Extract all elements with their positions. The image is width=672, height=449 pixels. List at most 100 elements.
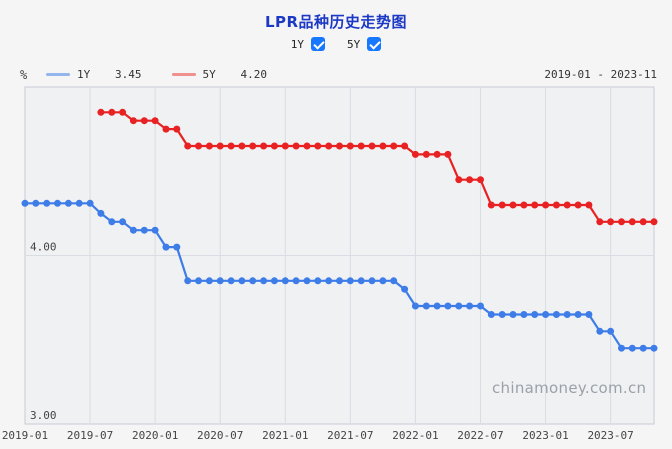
series-point-5y (162, 125, 170, 133)
series-point-5y (596, 218, 604, 226)
x-tick-label: 2021-01 (262, 429, 308, 442)
series-point-1y (86, 199, 94, 207)
series-point-1y (531, 311, 539, 318)
series-point-1y (260, 277, 268, 285)
series-point-1y (357, 277, 365, 285)
series-point-5y (585, 201, 593, 209)
series-point-1y (520, 311, 528, 318)
x-tick-label: 2021-07 (327, 429, 373, 442)
series-point-5y (466, 176, 474, 184)
series-point-1y (368, 277, 376, 285)
series-point-1y (596, 327, 604, 335)
series-point-5y (455, 176, 463, 184)
series-point-5y (205, 142, 213, 150)
series-point-5y (260, 142, 268, 150)
series-point-1y (477, 302, 484, 310)
series-point-5y (422, 150, 430, 158)
y-tick-label: 4.00 (30, 241, 57, 254)
date-range-label: 2019-01 - 2023-11 (544, 68, 657, 81)
series-point-1y (563, 311, 571, 318)
series-point-1y (270, 277, 278, 285)
legend-label-1y: 1Y (77, 67, 91, 81)
series-point-1y (639, 344, 647, 352)
series-point-5y (314, 142, 322, 150)
series-point-5y (618, 218, 625, 226)
series-point-1y (346, 277, 354, 285)
legend-swatch-1y (46, 72, 70, 76)
series-point-5y (607, 218, 615, 226)
series-point-1y (314, 277, 322, 285)
series-point-5y (390, 142, 398, 150)
series-point-1y (238, 277, 246, 285)
series-point-1y (75, 199, 83, 207)
series-line-5y (99, 111, 656, 223)
series-point-1y (433, 302, 441, 310)
series-point-1y (216, 277, 224, 285)
series-point-5y (151, 117, 159, 125)
legend-swatch-5y (171, 72, 196, 76)
series-point-1y (21, 199, 29, 207)
series-toggle-row: 1Y 5Y (0, 37, 672, 51)
series-point-1y (574, 311, 582, 318)
watermark-text: chinamoney.com.cn (492, 379, 647, 397)
series-point-5y (563, 201, 571, 209)
series-point-1y (585, 311, 593, 318)
toggle-1y-checkbox[interactable] (311, 37, 325, 51)
series-point-1y (303, 277, 311, 285)
series-point-1y (542, 311, 550, 318)
y-axis-unit-label: % (20, 68, 28, 82)
series-point-5y (477, 176, 484, 184)
series-point-5y (270, 142, 278, 150)
series-point-1y (129, 226, 137, 234)
series-point-5y (281, 142, 289, 150)
series-point-1y (195, 277, 202, 285)
series-point-5y (487, 201, 495, 209)
series-point-1y (64, 199, 72, 207)
series-point-1y (325, 277, 333, 285)
series-point-5y (238, 142, 246, 150)
series-point-1y (498, 311, 506, 318)
series-point-1y (292, 277, 300, 285)
x-tick-label: 2023-07 (587, 429, 633, 442)
series-point-1y (650, 344, 658, 352)
series-point-5y (574, 201, 582, 209)
series-point-5y (433, 150, 441, 158)
series-point-1y (54, 199, 61, 207)
series-point-5y (628, 218, 636, 226)
series-point-5y (108, 108, 116, 116)
series-point-1y (509, 311, 517, 318)
series-point-1y (455, 302, 463, 310)
series-point-5y (249, 142, 257, 150)
series-point-1y (184, 277, 192, 285)
legend-value-1y: 3.45 (115, 67, 142, 81)
series-point-5y (379, 142, 387, 150)
page-title: LPR品种历史走势图 (264, 13, 408, 31)
series-point-5y (119, 108, 127, 116)
series-point-5y (531, 201, 539, 209)
series-point-1y (422, 302, 430, 310)
legend-value-5y: 4.20 (240, 67, 268, 81)
toggle-1y-label: 1Y (290, 37, 304, 51)
series-point-1y (32, 199, 40, 207)
legend-item-5y: 5Y 4.20 (171, 67, 268, 81)
series-point-5y (325, 142, 333, 150)
series-point-5y (357, 142, 365, 150)
series-point-5y (401, 142, 409, 150)
x-tick-label: 2019-01 (2, 429, 48, 442)
series-point-1y (43, 199, 51, 207)
legend-row: % 1Y 3.45 5Y 4.20 2019-01 - 2023-11 (0, 66, 672, 83)
series-point-1y (628, 344, 636, 352)
series-point-1y (108, 218, 116, 226)
series-point-1y (249, 277, 257, 285)
x-tick-label: 2019-07 (67, 429, 113, 442)
series-point-5y (542, 201, 550, 209)
series-point-1y (466, 302, 474, 310)
series-point-5y (140, 117, 148, 125)
series-point-5y (195, 142, 202, 150)
series-point-5y (184, 142, 192, 150)
x-tick-label: 2020-01 (132, 429, 178, 442)
toggle-5y-checkbox[interactable] (367, 37, 382, 51)
series-point-1y (140, 226, 148, 234)
